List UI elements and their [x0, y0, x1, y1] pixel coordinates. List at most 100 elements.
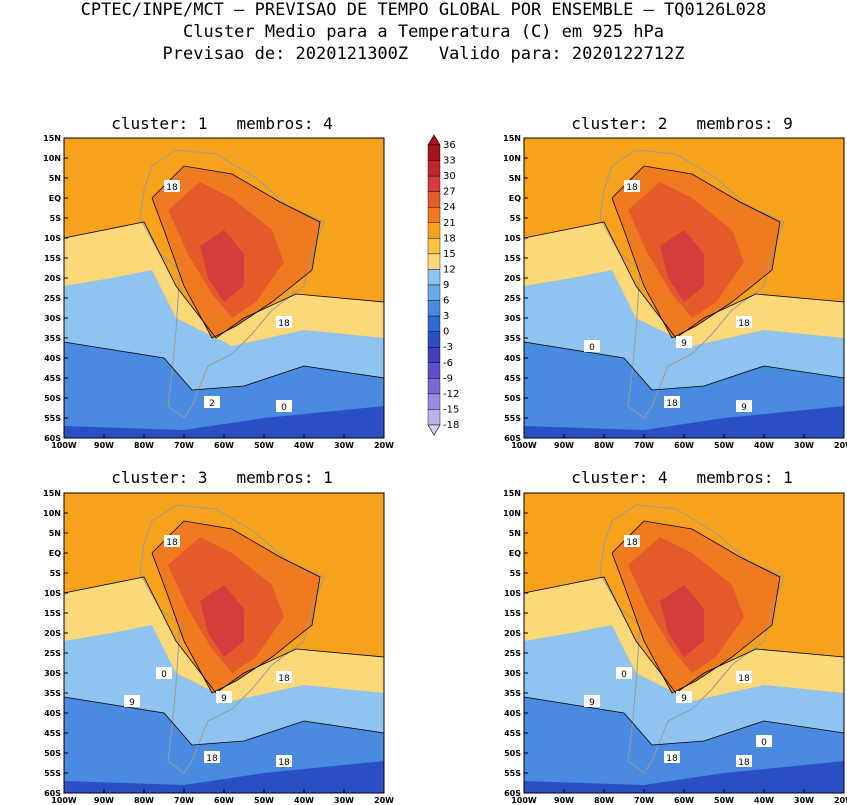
lon-tick-label: 80W	[134, 441, 154, 450]
lat-tick-label: 30S	[504, 669, 521, 678]
contour-label: 18	[624, 180, 640, 193]
colorbar-tick-label: 6	[443, 296, 449, 307]
header-line-3: Previsao de: 2020121300Z Valido para: 20…	[162, 44, 685, 64]
colorbar-tick-label: -9	[443, 373, 453, 384]
lat-tick-label: 60S	[504, 789, 521, 798]
svg-text:18: 18	[666, 399, 678, 409]
contour-label: 18	[736, 316, 752, 329]
contour-label: 18	[164, 180, 180, 193]
colorbar-tick-label: -18	[443, 420, 459, 431]
lat-tick-label: 50S	[504, 749, 521, 758]
contour-label: 18	[276, 671, 292, 684]
lat-tick-label: 20S	[44, 274, 61, 283]
colorbar-tick-label: 33	[443, 156, 456, 167]
svg-text:9: 9	[741, 403, 747, 413]
colorbar-tick-label: 3	[443, 311, 449, 322]
colorbar-swatch	[427, 175, 441, 192]
lon-tick-label: 80W	[134, 796, 154, 805]
lat-tick-label: 50S	[504, 394, 521, 403]
temperature-contour-fill	[64, 761, 384, 793]
svg-text:18: 18	[626, 538, 638, 548]
coastline	[139, 504, 325, 774]
colorbar-tick-label: 24	[443, 202, 456, 213]
svg-text:18: 18	[278, 674, 290, 684]
svg-text:0: 0	[621, 670, 627, 680]
lat-tick-label: 55S	[504, 769, 521, 778]
lon-tick-label: 70W	[634, 796, 654, 805]
colorbar-swatch	[427, 393, 441, 410]
map-panel-4: 18 18 18 18 9 9 0 0 15N 10N 5N EQ 5S 10S 15S 20S 25S 30S 3…	[503, 489, 847, 805]
lon-tick-label: 50W	[254, 796, 274, 805]
colorbar-swatch	[427, 347, 441, 363]
lat-tick-label: 45S	[44, 729, 61, 738]
svg-text:18: 18	[666, 754, 678, 764]
colorbar-swatch	[427, 331, 441, 348]
lon-tick-label: 100W	[511, 796, 537, 805]
lon-tick-label: 40W	[754, 441, 774, 450]
contour-label: 9	[124, 695, 140, 708]
svg-text:0: 0	[281, 403, 287, 413]
temperature-contour-fill	[64, 270, 384, 390]
colorbar-swatch	[427, 207, 441, 223]
lon-tick-label: 80W	[594, 796, 614, 805]
contour-line	[611, 520, 781, 694]
lon-tick-label: 60W	[674, 796, 694, 805]
lat-tick-label: 35S	[44, 689, 61, 698]
colorbar-tick-label: 9	[443, 280, 449, 291]
colorbar-tick-label: 15	[443, 249, 456, 260]
map-panel-2: 18 18 18 9 9 0 15N 10N 5N EQ 5S 10S 15S 20S 25S 30S 35S 4…	[503, 134, 847, 450]
lat-tick-label: 15S	[44, 609, 61, 618]
contour-label: 0	[276, 400, 292, 413]
contour-line	[63, 696, 385, 746]
lat-tick-label: 5N	[509, 174, 521, 183]
lat-tick-label: 60S	[44, 434, 61, 443]
lon-tick-label: 30W	[794, 441, 814, 450]
temperature-contour-fill	[524, 625, 844, 745]
temperature-contour-fill	[660, 585, 704, 657]
svg-text:18: 18	[166, 538, 178, 548]
lat-tick-label: 55S	[44, 414, 61, 423]
lat-tick-label: 10S	[44, 589, 61, 598]
colorbar-tick-label: -15	[443, 404, 459, 415]
contour-label: 18	[276, 316, 292, 329]
temperature-contour-fill	[64, 577, 384, 701]
lon-tick-label: 60W	[214, 441, 234, 450]
contour-label: 9	[584, 695, 600, 708]
coastline	[139, 149, 325, 419]
lon-tick-label: 90W	[94, 441, 114, 450]
contour-line	[63, 341, 385, 391]
lat-tick-label: 15N	[43, 134, 61, 143]
panel-1-title: cluster: 1 membros: 4	[111, 114, 333, 133]
lon-tick-label: 50W	[714, 441, 734, 450]
lat-tick-label: 25S	[504, 294, 521, 303]
lat-tick-label: 15N	[43, 489, 61, 498]
colorbar-swatch	[427, 222, 441, 239]
colorbar-swatch	[427, 269, 441, 286]
lon-tick-label: 90W	[94, 796, 114, 805]
lon-tick-label: 90W	[554, 796, 574, 805]
svg-text:18: 18	[166, 183, 178, 193]
temperature-contour-fill	[524, 222, 844, 346]
contour-label: 0	[616, 667, 632, 680]
lat-tick-label: 10N	[43, 509, 61, 518]
svg-text:18: 18	[278, 319, 290, 329]
colorbar-arrow-top	[427, 134, 441, 146]
lat-tick-label: 5S	[50, 569, 62, 578]
colorbar-swatch	[427, 300, 441, 317]
lat-tick-label: 50S	[44, 749, 61, 758]
lat-tick-label: 5N	[509, 529, 521, 538]
lat-tick-label: EQ	[509, 549, 521, 558]
lat-tick-label: 40S	[504, 709, 521, 718]
svg-text:18: 18	[278, 758, 290, 768]
lat-tick-label: 25S	[504, 649, 521, 658]
temperature-contour-fill	[660, 230, 704, 302]
colorbar-swatch	[427, 378, 441, 395]
lat-tick-label: 60S	[504, 434, 521, 443]
lat-tick-label: 20S	[44, 629, 61, 638]
header-line-2: Cluster Medio para a Temperatura (C) em …	[182, 22, 665, 42]
map-panel-3: 18 18 18 18 9 9 0 15N 10N 5N EQ 5S 10S 15S 20S 25S 30S 35…	[43, 489, 394, 805]
svg-text:0: 0	[589, 343, 595, 353]
colorbar-swatch	[427, 409, 441, 426]
temperature-contour-fill	[524, 761, 844, 793]
lat-tick-label: 15N	[503, 134, 521, 143]
